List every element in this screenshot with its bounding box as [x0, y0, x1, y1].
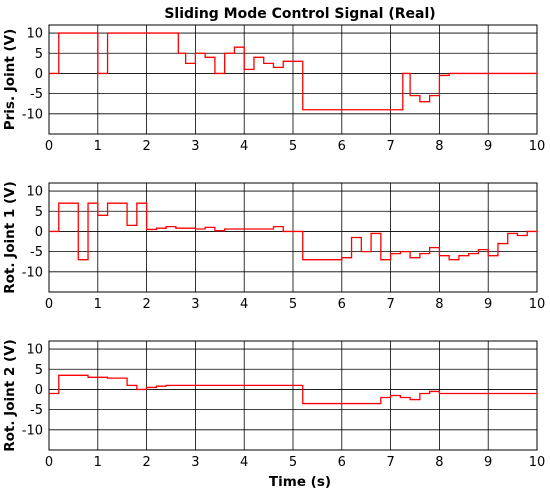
rot-joint-1-x-tick-label: 8 [435, 297, 443, 312]
rot-joint-2-x-tick-label: 2 [142, 455, 150, 470]
rot-joint-2-x-tick-label: 9 [484, 455, 492, 470]
rot-joint-2-y-axis-label: Rot. Joint 2 (V) [2, 339, 18, 452]
panel-prismatic-joint: 0 1 2 3 4 5 6 7 8 9 10 10 5 0 -5 -10 Pris. Joint (V) [2, 24, 546, 154]
rot-joint-1-x-tick-label: 6 [338, 297, 346, 312]
rot-joint-2-y-tick-label: -10 [22, 423, 43, 438]
pris-joint-x-tick-label: 4 [240, 139, 248, 154]
pris-joint-y-tick-label: 0 [35, 67, 43, 82]
rot-joint-1-y-axis-label: Rot. Joint 1 (V) [2, 181, 18, 294]
rot-joint-1-x-tick-label: 3 [191, 297, 199, 312]
rot-joint-2-y-tick-label: 0 [35, 383, 43, 398]
rot-joint-2-x-tick-label: 6 [338, 455, 346, 470]
pris-joint-x-tick-label: 7 [386, 139, 394, 154]
rot-joint-2-signal-line [49, 374, 537, 405]
panel-rotary-joint-2: 0 1 2 3 4 5 6 7 8 9 10 10 5 0 -5 -10 Rot. Joint 2 (V) [2, 339, 545, 470]
pris-joint-x-tick-label: 5 [289, 139, 297, 154]
pris-joint-x-tick-label: 10 [529, 139, 546, 154]
rot-joint-2-x-tick-label: 4 [240, 455, 248, 470]
rot-joint-1-x-tick-label: 5 [289, 297, 297, 312]
rot-joint-2-y-tick-label: -5 [30, 403, 43, 418]
pris-joint-y-tick-label: 10 [26, 27, 43, 42]
rot-joint-2-x-tick-label: 3 [191, 455, 199, 470]
rot-joint-2-axes-frame [48, 340, 538, 451]
pris-joint-y-tick-label: 5 [35, 47, 43, 62]
rot-joint-2-x-tick-label: 7 [386, 455, 394, 470]
pris-joint-signal-line [49, 32, 537, 111]
rot-joint-2-x-tick-label: 5 [289, 455, 297, 470]
rot-joint-1-x-tick-label: 7 [386, 297, 394, 312]
pris-joint-x-tick-label: 6 [338, 139, 346, 154]
rot-joint-1-x-tick-label: 4 [240, 297, 248, 312]
rot-joint-1-y-tick-label: -10 [22, 265, 43, 280]
rot-joint-1-x-tick-label: 2 [142, 297, 150, 312]
pris-joint-y-tick-label: -10 [22, 107, 43, 122]
x-axis-label: Time (s) [269, 474, 331, 490]
pris-joint-x-tick-label: 0 [45, 139, 53, 154]
pris-joint-axes-frame [48, 24, 538, 135]
rot-joint-1-x-tick-label: 1 [94, 297, 102, 312]
rot-joint-1-y-tick-label: -5 [30, 245, 43, 260]
pris-joint-x-tick-label: 3 [191, 139, 199, 154]
rot-joint-1-x-tick-label: 0 [45, 297, 53, 312]
figure-title: Sliding Mode Control Signal (Real) [164, 6, 435, 22]
rot-joint-2-y-tick-label: 5 [35, 363, 43, 378]
rot-joint-1-axes-frame [48, 182, 538, 293]
rot-joint-2-x-tick-label: 0 [45, 455, 53, 470]
pris-joint-x-tick-label: 8 [435, 139, 443, 154]
rot-joint-1-x-tick-label: 10 [529, 297, 546, 312]
rot-joint-1-signal-line [49, 202, 537, 261]
panel-rotary-joint-1: 0 1 2 3 4 5 6 7 8 9 10 10 5 0 -5 -10 Rot. Joint 1 (V) [2, 181, 545, 312]
pris-joint-x-tick-label: 2 [142, 139, 150, 154]
pris-joint-x-tick-label: 9 [484, 139, 492, 154]
rot-joint-1-y-tick-label: 0 [35, 225, 43, 240]
pris-joint-y-axis-label: Pris. Joint (V) [2, 29, 18, 131]
rot-joint-2-y-tick-label: 10 [26, 343, 43, 358]
rot-joint-2-x-tick-label: 10 [529, 455, 546, 470]
pris-joint-y-tick-label: -5 [30, 87, 43, 102]
rot-joint-1-y-tick-label: 5 [35, 205, 43, 220]
pris-joint-x-tick-label: 1 [94, 139, 102, 154]
rot-joint-1-x-tick-label: 9 [484, 297, 492, 312]
rot-joint-2-x-tick-label: 1 [94, 455, 102, 470]
rot-joint-1-y-tick-label: 10 [26, 185, 43, 200]
rot-joint-2-x-tick-label: 8 [435, 455, 443, 470]
